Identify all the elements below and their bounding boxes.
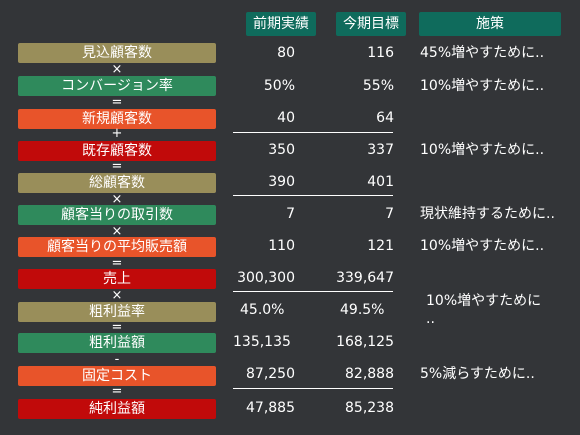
header-measure: 施策 xyxy=(419,12,561,36)
row-target-value: 168,125 xyxy=(336,334,394,350)
operator-equals: = xyxy=(111,95,123,110)
row-label: 見込顧客数 xyxy=(18,43,216,63)
operator-equals: = xyxy=(111,384,123,399)
row-prev-value: 300,300 xyxy=(237,270,295,286)
sum-divider xyxy=(233,388,393,389)
row-label: コンバージョン率 xyxy=(18,76,216,96)
sum-divider xyxy=(233,132,393,133)
row-target-value: 82,888 xyxy=(345,366,394,382)
row-note: 10%増やすために.. xyxy=(420,238,545,254)
row-label: 売上 xyxy=(18,269,216,289)
operator-multiply: × xyxy=(111,62,123,77)
row-target-value: 7 xyxy=(385,206,394,222)
operator-multiply: × xyxy=(111,288,123,303)
row-label: 新規顧客数 xyxy=(18,109,216,129)
operator-multiply: × xyxy=(111,224,123,239)
row-target-value: 55% xyxy=(362,78,394,94)
operator-equals: = xyxy=(111,320,123,335)
row-target-value: 85,238 xyxy=(345,400,394,416)
row-prev-value: 110 xyxy=(268,238,295,254)
row-prev-value: 350 xyxy=(268,142,295,158)
operator-equals: = xyxy=(111,159,123,174)
row-target-value: 49.5% xyxy=(340,302,385,318)
header-target: 今期目標 xyxy=(336,12,406,36)
operator-multiply: × xyxy=(111,192,123,207)
row-target-value: 401 xyxy=(367,174,394,190)
row-prev-value: 47,885 xyxy=(246,400,295,416)
operator-minus: - xyxy=(114,352,120,367)
row-label: 粗利益額 xyxy=(18,333,216,353)
sum-divider xyxy=(233,195,393,196)
row-note: 現状維持するために.. xyxy=(420,206,555,222)
row-prev-value: 135,135 xyxy=(233,334,291,350)
row-label: 顧客当りの平均販売額 xyxy=(18,237,216,257)
row-note: 10%増やすために.. xyxy=(420,142,545,158)
row-note: 45%増やすために.. xyxy=(420,45,545,61)
operator-plus: + xyxy=(111,126,123,141)
sum-divider xyxy=(233,291,393,292)
row-prev-value: 40 xyxy=(277,110,295,126)
row-label: 既存顧客数 xyxy=(18,141,216,161)
row-prev-value: 45.0% xyxy=(240,302,285,318)
row-label: 純利益額 xyxy=(18,399,216,419)
row-target-value: 337 xyxy=(367,142,394,158)
row-target-value: 339,647 xyxy=(336,270,394,286)
row-note: 10%増やすために.. xyxy=(420,78,545,94)
row-prev-value: 87,250 xyxy=(246,366,295,382)
row-target-value: 121 xyxy=(367,238,394,254)
row-prev-value: 390 xyxy=(268,174,295,190)
row-label: 固定コスト xyxy=(18,366,216,386)
row-label: 総顧客数 xyxy=(18,173,216,193)
row-prev-value: 7 xyxy=(286,206,295,222)
row-prev-value: 50% xyxy=(263,78,295,94)
row-label: 粗利益率 xyxy=(18,302,216,322)
row-target-value: 116 xyxy=(367,45,394,61)
operator-equals: = xyxy=(111,256,123,271)
row-prev-value: 80 xyxy=(277,45,295,61)
header-prev: 前期実績 xyxy=(246,12,316,36)
row-note: 5%減らすために.. xyxy=(420,366,535,382)
row-target-value: 64 xyxy=(376,110,394,126)
row-note: 10%増やすために .. xyxy=(426,293,542,327)
row-label: 顧客当りの取引数 xyxy=(18,205,216,225)
